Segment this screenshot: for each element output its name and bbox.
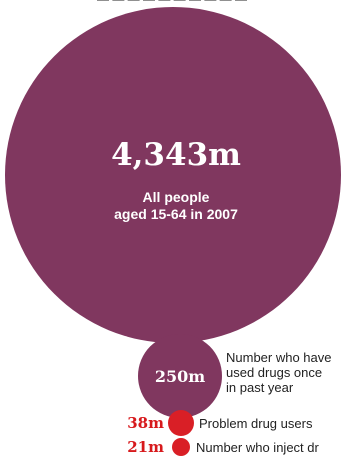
bubble-used-drugs	[138, 334, 222, 418]
bubble-all-people-label-line-2: aged 15-64 in 2007	[114, 206, 238, 222]
bubble-used-drugs-label-line-3: in past year	[226, 380, 294, 395]
bubble-problem-users	[168, 410, 194, 436]
bubble-inject-value: 21m	[127, 438, 164, 456]
bubble-used-drugs-value: 250m	[155, 367, 205, 386]
bubble-all-people-value: 4,343m	[111, 137, 241, 173]
bubble-problem-users-value: 38m	[127, 414, 164, 432]
bubble-all-people	[5, 7, 341, 343]
bubble-problem-users-label: Problem drug users	[199, 416, 313, 431]
bubble-inject	[172, 438, 190, 456]
bubble-all-people-label-line-1: All people	[143, 189, 210, 205]
bubble-inject-label: Number who inject dr	[196, 440, 319, 455]
bubble-used-drugs-label-line-1: Number who have	[226, 350, 332, 365]
chart-title-fragment: — — — — — — — — — —	[97, 0, 247, 6]
bubble-used-drugs-label-line-2: used drugs once	[226, 365, 322, 380]
